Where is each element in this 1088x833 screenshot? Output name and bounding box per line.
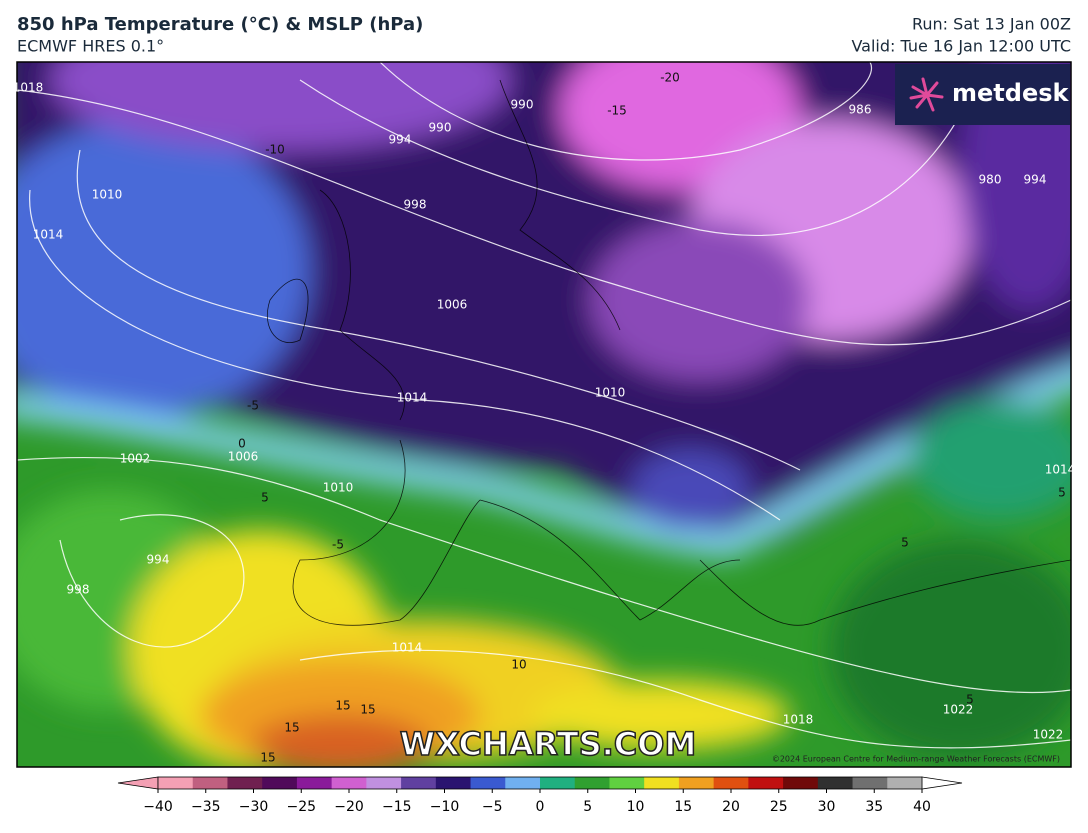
isotherm-label: 15 (260, 751, 275, 765)
isotherm-label: 0 (238, 437, 246, 451)
isobar-label: 986 (849, 103, 872, 117)
colorbar-segment (262, 777, 298, 789)
isotherm-label: -20 (660, 71, 680, 85)
colorbar-left-arrow (117, 776, 159, 790)
isobar-label: 998 (404, 198, 427, 212)
colorbar-tick-label: 0 (536, 799, 545, 815)
isobar-label: 1018 (783, 713, 814, 727)
colorbar-tick-label: 25 (770, 799, 788, 815)
colorbar-segment (505, 777, 541, 789)
colorbar-tick-label: −15 (382, 799, 412, 815)
isobar-label: 1006 (228, 450, 259, 464)
isobar-label: 994 (147, 553, 170, 567)
colorbar-tick-label: 15 (674, 799, 692, 815)
colorbar-segment (713, 777, 749, 789)
colorbar-segment (366, 777, 402, 789)
isobar-label: 1022 (1033, 728, 1064, 742)
title: 850 hPa Temperature (°C) & MSLP (hPa) (17, 14, 423, 35)
colorbar-tick-label: −35 (191, 799, 221, 815)
colorbar-tick-label: −30 (239, 799, 269, 815)
isotherm-label: 15 (335, 699, 350, 713)
colorbar-tick-label: 10 (627, 799, 645, 815)
isobar-label: 994 (1024, 173, 1047, 187)
colorbar-segment (887, 777, 923, 789)
isobar-label: 1018 (13, 81, 44, 95)
isobar-label: 1014 (397, 391, 428, 405)
isobar-label: 998 (67, 583, 90, 597)
colorbar-tick-label: −40 (143, 799, 173, 815)
isobar-label: 1014 (392, 641, 423, 655)
colorbar-segment (852, 777, 888, 789)
isobar-label: 994 (389, 133, 412, 147)
isobar-label: 1010 (92, 188, 123, 202)
isotherm-label: -15 (607, 104, 627, 118)
isotherm-label: 5 (1058, 486, 1066, 500)
colorbar-segment (158, 777, 194, 789)
colorbar-segment (574, 777, 610, 789)
colorbar-segment (331, 777, 367, 789)
isotherm-label: -5 (247, 399, 259, 413)
isobar-label: 1022 (943, 703, 974, 717)
run-time: Run: Sat 13 Jan 00Z (912, 15, 1071, 34)
isobar-label: 1014 (33, 228, 64, 242)
isotherm-label: 5 (966, 693, 974, 707)
isotherm-label: 5 (261, 491, 269, 505)
colorbar-tick-label: −25 (286, 799, 316, 815)
colorbar-segment (435, 777, 472, 789)
colorbar-tick-label: 40 (913, 799, 931, 815)
subtitle: ECMWF HRES 0.1° (17, 37, 164, 56)
colorbar-tick-label: 20 (722, 799, 740, 815)
colorbar-segment (296, 777, 333, 789)
isobar-label: 1006 (437, 298, 468, 312)
colorbar-segment (227, 777, 263, 789)
colorbar-segment (817, 777, 854, 789)
isobar-label: 1014 (1045, 463, 1076, 477)
colorbar-segment (748, 777, 784, 789)
colorbar-segment (644, 777, 680, 789)
isobar-label: 990 (511, 98, 534, 112)
isotherm-label: 15 (360, 703, 375, 717)
colorbar-segment (470, 777, 506, 789)
colorbar-tick-label: 30 (818, 799, 836, 815)
isobar-label: 980 (979, 173, 1002, 187)
colorbar-segment (609, 777, 645, 789)
colorbar-segment (678, 777, 715, 789)
isobar-label: 1010 (323, 481, 354, 495)
colorbar-tick-label: −20 (334, 799, 364, 815)
logo: metdesk (952, 79, 1070, 107)
isotherm-label: 15 (284, 721, 299, 735)
colorbar-segment (783, 777, 819, 789)
isotherm-label: -10 (265, 143, 285, 157)
colorbar-right-arrow (921, 776, 963, 790)
isotherm-label: -5 (332, 538, 344, 552)
colorbar-segment (401, 777, 437, 789)
colorbar-tick-label: 5 (583, 799, 592, 815)
colorbar-tick-label: −10 (430, 799, 460, 815)
colorbar-tick-label: −5 (482, 799, 503, 815)
isobar-label: 990 (429, 121, 452, 135)
isotherm-label: 5 (901, 536, 909, 550)
watermark: WXCHARTS.COM (400, 725, 697, 763)
colorbar-segment (540, 777, 576, 789)
colorbar-segment (192, 777, 228, 789)
colorbar-tick-label: 35 (865, 799, 883, 815)
isobar-label: 1010 (595, 386, 626, 400)
credit: ©2024 European Centre for Medium-range W… (772, 755, 1060, 764)
isobar-label: 1002 (120, 452, 151, 466)
isotherm-label: 10 (511, 658, 526, 672)
valid-time: Valid: Tue 16 Jan 12:00 UTC (851, 37, 1071, 56)
map-field (17, 62, 1071, 767)
